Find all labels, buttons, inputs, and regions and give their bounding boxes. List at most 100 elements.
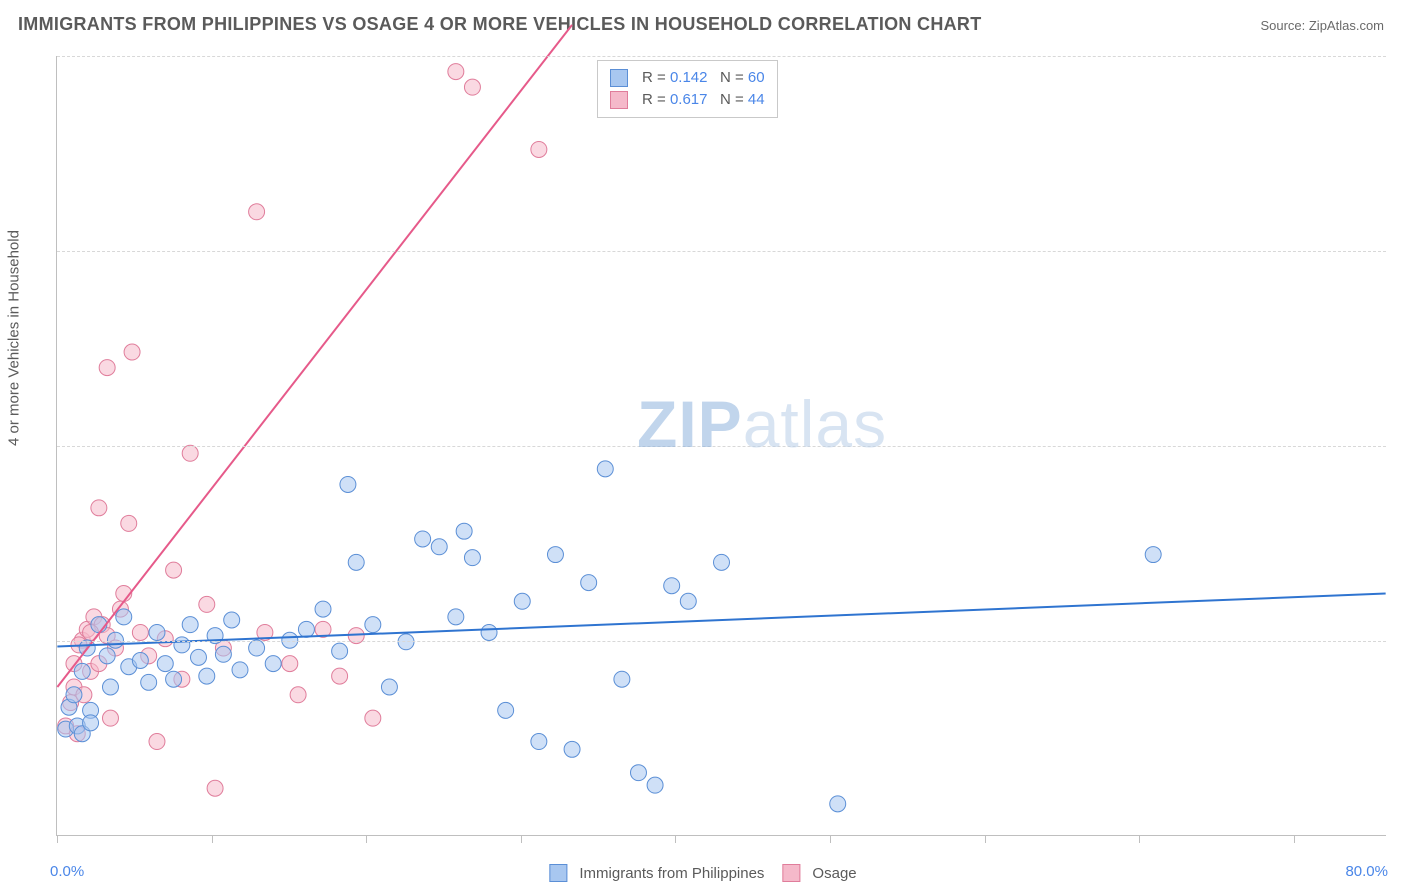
x-axis-origin-label: 0.0% [50,863,84,880]
data-point [157,656,173,672]
x-tick [1139,835,1140,843]
data-point [340,476,356,492]
data-point [182,445,198,461]
data-point [99,648,115,664]
data-point [132,624,148,640]
data-point [464,79,480,95]
data-point [365,710,381,726]
data-point [132,653,148,669]
data-point [597,461,613,477]
y-tick-label: 37.5% [1394,242,1406,259]
legend-stats-text: R = 0.142 N = 60 [642,67,765,89]
data-point [166,562,182,578]
data-point [149,624,165,640]
data-point [121,515,137,531]
swatch-blue [610,69,628,87]
data-point [415,531,431,547]
data-point [464,550,480,566]
data-point [714,554,730,570]
data-point [91,617,107,633]
y-axis-label: 4 or more Vehicles in Household [6,230,23,446]
data-point [514,593,530,609]
y-tick-label: 12.5% [1394,632,1406,649]
data-point [630,765,646,781]
data-point [249,204,265,220]
x-axis-max-label: 80.0% [1345,863,1388,880]
data-point [224,612,240,628]
data-point [66,687,82,703]
data-point [315,601,331,617]
data-point [166,671,182,687]
x-tick [521,835,522,843]
data-point [141,674,157,690]
data-point [74,663,90,679]
legend-series: Immigrants from Philippines Osage [549,864,856,882]
data-point [614,671,630,687]
data-point [282,656,298,672]
gridline [57,56,1386,57]
legend-stats-row: R = 0.142 N = 60 [610,67,765,89]
legend-label-pink: Osage [812,865,856,882]
data-point [249,640,265,656]
gridline [57,251,1386,252]
data-point [83,715,99,731]
data-point [564,741,580,757]
data-point [664,578,680,594]
legend-label-blue: Immigrants from Philippines [579,865,764,882]
x-tick [675,835,676,843]
data-point [332,643,348,659]
chart-title: IMMIGRANTS FROM PHILIPPINES VS OSAGE 4 O… [18,14,982,35]
data-point [830,796,846,812]
swatch-pink [782,864,800,882]
y-tick-label: 50.0% [1394,47,1406,64]
legend-stats-text: R = 0.617 N = 44 [642,89,765,111]
x-tick [57,835,58,843]
legend-stats: R = 0.142 N = 60R = 0.617 N = 44 [597,60,778,118]
data-point [348,554,364,570]
data-point [199,668,215,684]
data-point [207,780,223,796]
data-point [232,662,248,678]
data-point [431,539,447,555]
legend-item-blue: Immigrants from Philippines [549,864,764,882]
data-point [647,777,663,793]
data-point [448,609,464,625]
swatch-blue [549,864,567,882]
chart-plot-area: 12.5%25.0%37.5%50.0%ZIPatlasR = 0.142 N … [56,56,1386,836]
legend-stats-row: R = 0.617 N = 44 [610,89,765,111]
data-point [581,575,597,591]
data-point [290,687,306,703]
data-point [116,609,132,625]
data-point [149,734,165,750]
data-point [102,710,118,726]
x-tick [366,835,367,843]
data-point [456,523,472,539]
source-attribution: Source: ZipAtlas.com [1260,18,1384,33]
data-point [531,734,547,750]
swatch-pink [610,91,628,109]
data-point [332,668,348,684]
data-point [124,344,140,360]
data-point [182,617,198,633]
data-point [174,637,190,653]
data-point [99,360,115,376]
data-point [547,547,563,563]
data-point [680,593,696,609]
data-point [298,621,314,637]
legend-item-pink: Osage [782,864,856,882]
data-point [190,649,206,665]
y-tick-label: 25.0% [1394,437,1406,454]
x-tick [830,835,831,843]
x-tick [212,835,213,843]
data-point [448,64,464,80]
x-tick [985,835,986,843]
data-point [102,679,118,695]
gridline [57,641,1386,642]
trend-line [57,594,1385,647]
x-tick [1294,835,1295,843]
gridline [57,446,1386,447]
data-point [199,596,215,612]
data-point [215,646,231,662]
data-point [381,679,397,695]
data-point [365,617,381,633]
